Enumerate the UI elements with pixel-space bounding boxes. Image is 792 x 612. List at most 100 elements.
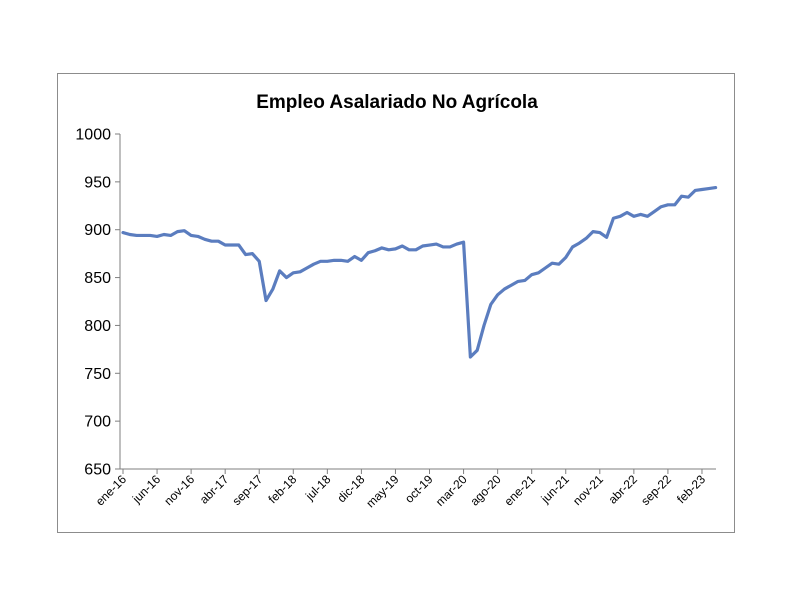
x-tick-label: mar-20: [433, 472, 470, 509]
data-point: [374, 249, 376, 252]
data-point: [537, 271, 540, 274]
data-point: [462, 241, 465, 243]
axes: [119, 134, 716, 470]
series-line: [121, 185, 718, 359]
data-point: [251, 252, 254, 255]
data-point: [646, 215, 649, 218]
data-point: [653, 210, 656, 213]
data-point: [353, 255, 356, 258]
data-point: [680, 195, 683, 198]
data-point: [129, 233, 131, 236]
data-point: [435, 243, 438, 245]
data-point: [387, 249, 390, 251]
data-point: [469, 356, 472, 358]
data-point: [258, 260, 261, 263]
data-point: [449, 246, 451, 248]
data-point: [564, 256, 567, 259]
data-point: [176, 230, 179, 233]
chart-area: Empleo Asalariado No Agrícola 650 700 750 8…: [57, 73, 735, 533]
x-tick-label: feb-23: [674, 472, 708, 506]
data-point: [551, 262, 553, 265]
data-point: [190, 234, 192, 237]
y-tick-label: 950: [84, 174, 111, 191]
data-point: [592, 230, 594, 233]
data-point: [408, 249, 410, 251]
data-point: [394, 248, 397, 250]
data-point: [360, 259, 363, 262]
data-point: [231, 244, 233, 246]
data-point: [142, 234, 145, 237]
data-point: [571, 246, 574, 248]
data-point: [217, 240, 220, 242]
data-point: [163, 233, 165, 236]
data-point: [381, 247, 383, 249]
data-point: [326, 260, 329, 263]
data-point: [701, 188, 703, 191]
data-point: [333, 259, 335, 262]
data-point: [306, 267, 308, 269]
y-tick-label: 900: [84, 222, 111, 239]
data-point: [122, 231, 124, 234]
data-point: [455, 243, 458, 245]
x-tick-label: sep-22: [638, 472, 674, 508]
data-point: [503, 288, 506, 290]
y-axis-ticks: 650 700 750 800 850 900 950 1000: [75, 127, 120, 479]
data-point: [224, 244, 226, 246]
data-point: [442, 246, 444, 248]
chart-title: Empleo Asalariado No Agrícola: [256, 92, 538, 113]
data-point: [401, 245, 404, 247]
data-point: [299, 271, 301, 273]
data-point: [237, 244, 240, 246]
series-group: [121, 185, 718, 359]
data-point: [530, 273, 533, 276]
data-point: [510, 284, 513, 287]
data-point: [660, 205, 662, 208]
data-point: [210, 240, 213, 242]
data-point: [633, 215, 635, 218]
data-point: [639, 213, 642, 216]
data-point: [367, 251, 370, 254]
data-point: [169, 234, 172, 237]
data-point: [135, 234, 138, 237]
data-point: [415, 249, 417, 251]
data-point: [319, 260, 322, 263]
data-point: [476, 349, 478, 352]
data-point: [558, 263, 560, 265]
data-point: [197, 235, 199, 238]
data-point: [673, 204, 676, 206]
data-point: [346, 260, 349, 263]
x-tick-label: abr-22: [606, 472, 641, 507]
data-point: [599, 231, 601, 234]
data-point: [619, 215, 622, 218]
data-point: [421, 245, 424, 247]
x-tick-label: feb-18: [265, 472, 299, 506]
data-point: [244, 253, 247, 256]
data-point: [428, 244, 431, 246]
line-chart: Empleo Asalariado No Agrícola 650 700 750 8…: [75, 92, 718, 510]
data-point: [578, 242, 581, 244]
x-tick-label: sep-17: [229, 472, 265, 508]
data-point: [265, 299, 267, 302]
data-point: [707, 187, 710, 190]
data-point: [714, 186, 717, 189]
data-point: [183, 229, 186, 232]
data-point: [156, 235, 158, 238]
data-point: [517, 280, 519, 283]
x-tick-label: ago-20: [467, 472, 504, 509]
y-tick-label: 700: [84, 414, 111, 431]
x-tick-label: nov-21: [570, 472, 606, 508]
data-point: [496, 294, 499, 296]
data-point: [605, 236, 608, 239]
y-tick-label: 1000: [75, 127, 111, 144]
data-point: [687, 196, 690, 198]
data-point: [524, 279, 526, 282]
data-point: [694, 189, 696, 192]
data-point: [340, 259, 342, 262]
data-point: [667, 204, 669, 206]
data-point: [585, 237, 587, 240]
y-tick-label: 750: [84, 366, 111, 383]
x-tick-label: abr-17: [197, 472, 232, 507]
data-point: [544, 267, 547, 269]
data-point: [278, 270, 281, 272]
